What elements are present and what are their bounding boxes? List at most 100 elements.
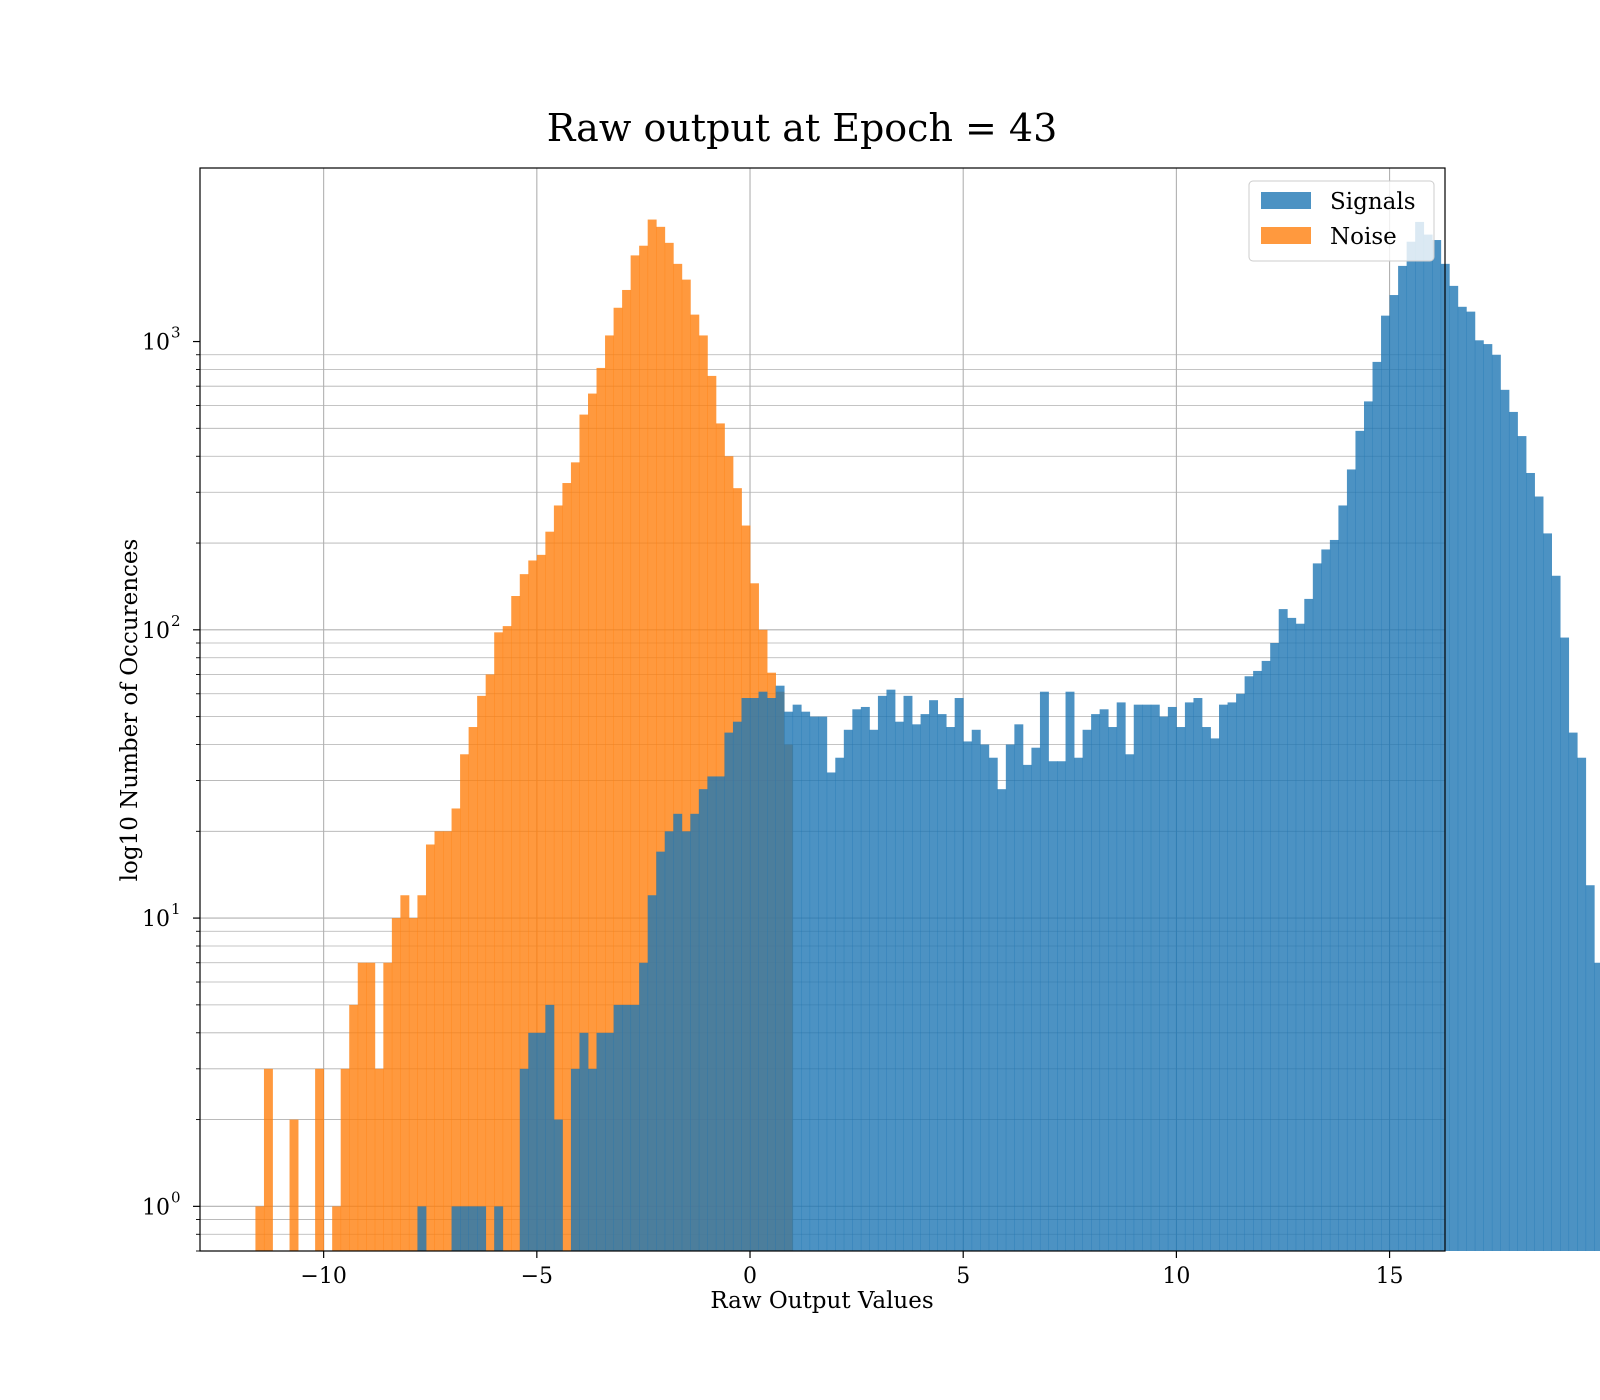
- x-tick-label: −10: [300, 1264, 346, 1289]
- signals-bar: [1577, 757, 1587, 1251]
- noise-bar: [289, 1119, 299, 1251]
- signals-bar: [494, 1206, 504, 1251]
- signals-bar: [1091, 714, 1101, 1251]
- noise-bar: [579, 414, 589, 1252]
- noise-bar: [357, 962, 367, 1251]
- signals-bar: [1201, 727, 1211, 1251]
- signals-bar: [1474, 340, 1484, 1251]
- signals-bar: [954, 698, 964, 1251]
- signals-bar: [1014, 724, 1024, 1251]
- signals-bar: [1150, 704, 1160, 1251]
- noise-bar: [443, 831, 452, 1251]
- y-tick-exponent: 3: [171, 324, 181, 342]
- signals-bar: [1244, 676, 1254, 1251]
- signals-bar: [784, 711, 794, 1251]
- signals-bar: [1219, 704, 1228, 1251]
- signals-bar: [707, 776, 717, 1251]
- signals-bar: [1048, 761, 1058, 1251]
- signals-bar: [1312, 563, 1322, 1251]
- signals-bar: [1355, 430, 1365, 1251]
- signals-bar: [929, 700, 939, 1251]
- signals-bar: [613, 1004, 623, 1251]
- signals-bar: [1389, 295, 1399, 1251]
- signals-bar: [741, 698, 751, 1251]
- noise-bar: [349, 1004, 359, 1251]
- y-tick-exponent: 0: [171, 1188, 181, 1206]
- signals-bar: [869, 729, 879, 1251]
- signals-bar: [1116, 702, 1126, 1251]
- signals-bar: [1381, 315, 1390, 1251]
- signals-bar: [468, 1206, 478, 1251]
- noise-bar: [596, 367, 606, 1251]
- signals-bar: [1483, 344, 1493, 1252]
- legend-swatch-noise: [1261, 227, 1311, 244]
- noise-bar: [656, 226, 666, 1252]
- noise-bar: [502, 626, 512, 1251]
- signals-bar: [1457, 306, 1467, 1251]
- y-tick-label: 10: [142, 619, 170, 644]
- noise-bar: [639, 245, 649, 1252]
- signals-bar: [1568, 732, 1578, 1251]
- signals-bar: [792, 704, 802, 1251]
- signals-bar: [1526, 472, 1535, 1252]
- signals-bar: [1398, 265, 1408, 1251]
- noise-bar: [263, 1068, 273, 1251]
- noise-bar: [340, 1068, 350, 1251]
- signals-bar: [596, 1032, 606, 1251]
- x-tick-label: 0: [743, 1264, 757, 1289]
- noise-bar: [494, 632, 504, 1251]
- noise-bar: [332, 1206, 342, 1251]
- noise-bar: [519, 574, 529, 1251]
- y-tick-label: 10: [142, 907, 170, 932]
- signals-bar: [1039, 691, 1049, 1251]
- noise-bar: [690, 314, 700, 1251]
- signals-bar: [1184, 702, 1194, 1251]
- noise-bar: [605, 335, 614, 1251]
- signals-bar: [971, 729, 981, 1251]
- noise-bar: [673, 263, 683, 1251]
- signals-bar: [1415, 221, 1425, 1252]
- signals-bar: [1142, 704, 1152, 1251]
- noise-bar: [511, 596, 521, 1251]
- signals-bar: [1500, 389, 1510, 1252]
- noise-bar: [425, 844, 435, 1251]
- signals-bar: [622, 1004, 632, 1251]
- signals-bar: [545, 1004, 555, 1251]
- signals-bar: [980, 744, 990, 1251]
- noise-bar: [255, 1206, 265, 1251]
- signals-bar: [1321, 549, 1331, 1251]
- legend-label-signals: Signals: [1330, 189, 1416, 215]
- signals-bar: [732, 721, 742, 1251]
- noise-bar: [562, 483, 572, 1251]
- x-axis-ticks: −10 −5 0 5 10 15: [300, 1251, 1404, 1289]
- signals-bar: [826, 772, 836, 1251]
- x-tick-label: 5: [956, 1264, 970, 1289]
- signals-bar: [1585, 885, 1595, 1251]
- signals-bar: [1363, 401, 1373, 1251]
- signals-bar: [681, 831, 691, 1251]
- legend: Signals Noise: [1248, 180, 1435, 262]
- x-tick-label: −5: [521, 1264, 553, 1289]
- noise-bar: [570, 462, 580, 1251]
- signals-bar: [1594, 962, 1600, 1251]
- plot-frame: [199, 167, 1446, 1252]
- signals-bar: [1031, 747, 1041, 1251]
- noise-bar: [630, 255, 640, 1251]
- signals-bar: [1517, 436, 1527, 1252]
- noise-bar: [622, 289, 632, 1252]
- signals-bar: [1099, 709, 1109, 1251]
- noise-bar: [485, 674, 495, 1251]
- signals-bar: [1466, 311, 1476, 1251]
- signals-bar: [1167, 706, 1177, 1251]
- signals-bar: [1295, 623, 1305, 1251]
- noise-bar: [468, 727, 478, 1251]
- signals-bar: [835, 757, 845, 1251]
- y-tick-exponent: 2: [171, 612, 181, 630]
- signals-bar: [1236, 693, 1246, 1251]
- signals-bar: [1022, 764, 1032, 1251]
- signals-bar: [519, 1068, 529, 1251]
- signals-bar: [664, 831, 674, 1251]
- y-axis-label: log10 Number of Occurences: [117, 539, 143, 882]
- signals-bar: [605, 1032, 614, 1251]
